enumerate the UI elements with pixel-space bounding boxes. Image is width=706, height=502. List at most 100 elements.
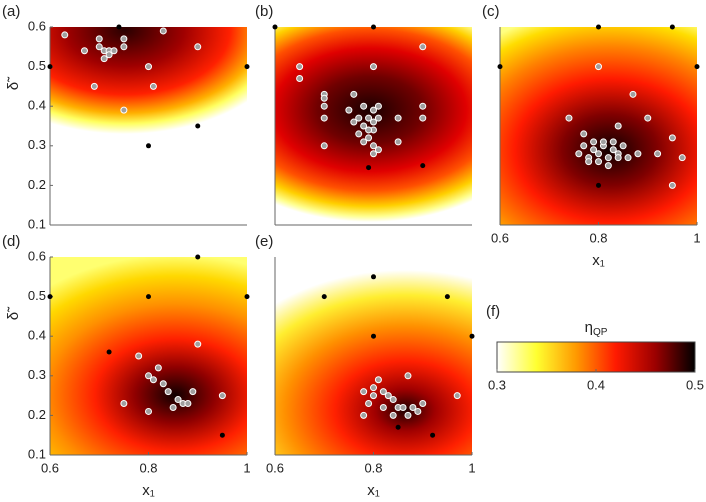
point [420, 163, 426, 169]
x-axis-label: x₁ [142, 482, 155, 499]
point [360, 122, 368, 130]
point [414, 407, 422, 415]
point [604, 154, 612, 162]
y-tick-label: 0.6 [28, 248, 46, 263]
point [596, 182, 601, 188]
point [394, 138, 402, 146]
point [244, 294, 250, 300]
point [575, 150, 583, 158]
point [669, 24, 675, 30]
point [345, 106, 353, 114]
point [244, 64, 250, 70]
point [80, 47, 88, 55]
point [384, 392, 392, 400]
point [430, 432, 436, 438]
y-tick-label: 0.1 [28, 446, 46, 461]
x-tick-label: 0.6 [491, 230, 509, 245]
point [370, 118, 377, 126]
point [580, 142, 588, 150]
x-tick-label: 0.8 [589, 230, 607, 245]
point [195, 123, 201, 129]
point [497, 64, 503, 70]
point [419, 102, 427, 110]
point [389, 411, 397, 419]
point [609, 146, 617, 154]
point [100, 55, 108, 63]
point [678, 154, 686, 162]
point [110, 47, 118, 55]
y-tick-label: 0.5 [28, 288, 46, 303]
point [320, 102, 328, 110]
colorbar-tick-label: 0.5 [686, 377, 704, 392]
point [360, 388, 368, 396]
point [371, 333, 376, 339]
point [135, 352, 143, 360]
point [399, 403, 407, 411]
x-tick-label: 0.6 [266, 460, 284, 475]
point [590, 146, 598, 154]
point [145, 407, 152, 415]
point [154, 364, 162, 372]
x-tick-label: 0.8 [364, 460, 382, 475]
point [419, 114, 427, 122]
point [585, 158, 593, 166]
point [90, 82, 98, 90]
point [120, 400, 128, 408]
point [374, 146, 382, 154]
point [350, 118, 358, 126]
point [370, 142, 377, 150]
point [595, 158, 602, 166]
point [365, 126, 373, 134]
point [595, 150, 602, 158]
x-tick-label: 0.6 [41, 460, 59, 475]
point [654, 150, 662, 158]
heatmap [275, 257, 472, 455]
y-tick-label: 0.2 [28, 407, 46, 422]
point [453, 392, 461, 400]
point [47, 64, 53, 70]
point [419, 400, 427, 408]
point [419, 43, 427, 51]
panel-label: (a) [2, 3, 20, 20]
point [580, 130, 588, 138]
point [644, 114, 652, 122]
point [599, 138, 607, 146]
point [105, 51, 113, 59]
y-tick-label: 0.2 [28, 177, 46, 192]
point [619, 142, 627, 150]
point [379, 403, 387, 411]
point [604, 162, 612, 170]
y-tick-label: 0.1 [28, 216, 46, 231]
colorbar-title-sub: QP [593, 327, 608, 338]
point [219, 432, 225, 438]
point [296, 74, 304, 82]
point [614, 122, 622, 130]
point [370, 392, 377, 400]
point [355, 114, 363, 122]
point [374, 376, 382, 384]
point [120, 43, 128, 51]
panel-label: (c) [482, 3, 500, 20]
point [120, 35, 128, 43]
point [61, 31, 69, 39]
heatmap [50, 27, 247, 225]
point [629, 90, 637, 98]
y-tick-label: 0.6 [28, 18, 46, 33]
point [159, 380, 167, 388]
point [370, 150, 377, 158]
point [389, 396, 397, 404]
point [145, 63, 152, 71]
colorbar-title: ηQP [585, 319, 608, 338]
point [146, 143, 151, 149]
point [95, 35, 103, 43]
point [164, 388, 172, 396]
x-tick-label: 0.8 [139, 460, 157, 475]
point [370, 63, 377, 71]
point [95, 43, 103, 51]
point [146, 294, 151, 300]
panel-label: (b) [255, 3, 273, 20]
point [469, 333, 475, 339]
point [360, 411, 368, 419]
y-tick-label: 0.5 [28, 58, 46, 73]
point [218, 392, 226, 400]
